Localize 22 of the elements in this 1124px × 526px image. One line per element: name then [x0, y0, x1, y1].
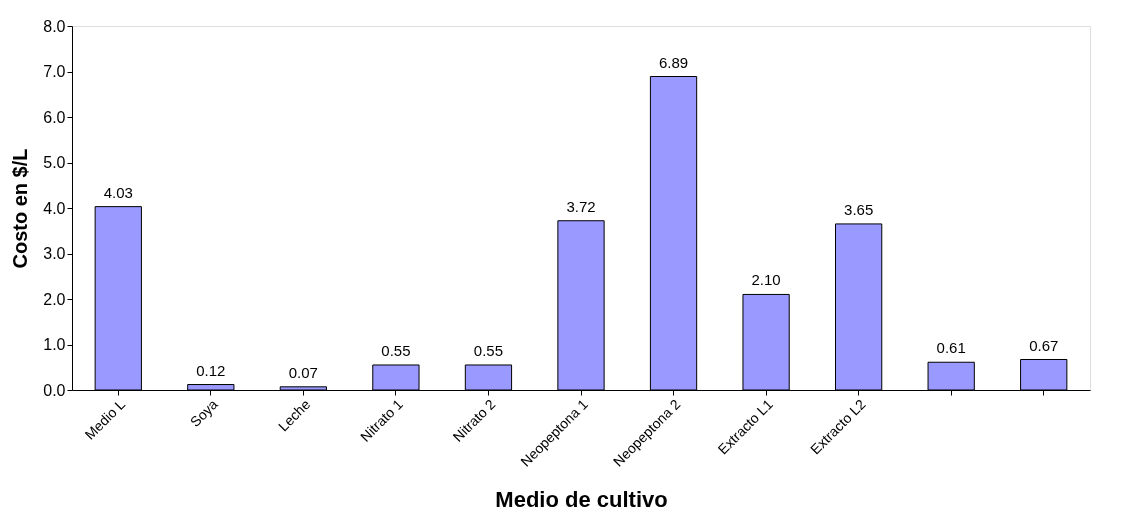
- data-label: 0.67: [1029, 336, 1059, 354]
- y-tick-label: 3.0: [43, 245, 66, 262]
- data-label: 3.65: [844, 200, 874, 218]
- data-label: 0.55: [381, 341, 411, 359]
- y-tick-label: 4.0: [43, 199, 66, 217]
- y-tick-label: 7.0: [43, 63, 66, 80]
- y-tick-label: 1.0: [43, 336, 66, 353]
- data-label: 0.55: [473, 341, 504, 359]
- data-label: 2.10: [751, 271, 781, 289]
- data-label: 0.07: [288, 363, 318, 381]
- data-label: 0.61: [936, 339, 966, 357]
- y-tick-label: 5.0: [43, 154, 66, 171]
- data-label: 0.12: [196, 361, 226, 379]
- x-axis-title: Medio de cultivo: [495, 486, 668, 512]
- data-label: 3.72: [566, 197, 596, 215]
- y-tick-label: 2.0: [43, 290, 66, 308]
- y-tick-label: 6.0: [43, 108, 66, 126]
- y-axis-title: Costo en $/L: [9, 148, 32, 269]
- data-label: 4.03: [103, 183, 133, 201]
- y-tick-label: 0.0: [43, 381, 66, 399]
- data-label: 6.89: [658, 53, 689, 71]
- y-tick-label: 8.0: [43, 17, 66, 35]
